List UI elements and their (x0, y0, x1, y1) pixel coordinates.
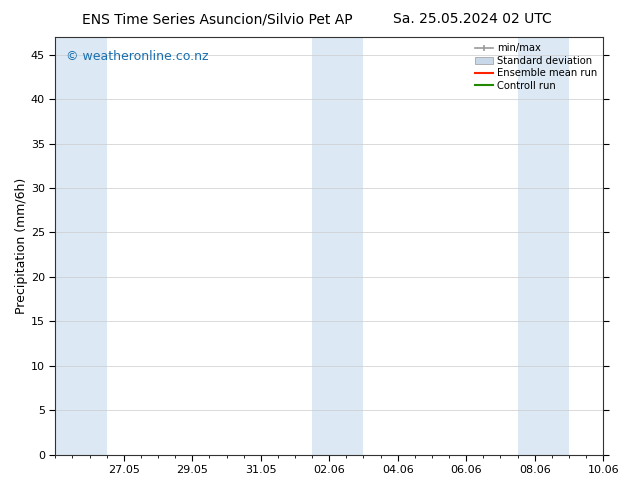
Bar (55, 37, 107, 455)
Legend: min/max, Standard deviation, Ensemble mean run, Controll run: min/max, Standard deviation, Ensemble me… (471, 39, 601, 95)
Text: ENS Time Series Asuncion/Silvio Pet AP: ENS Time Series Asuncion/Silvio Pet AP (82, 12, 353, 26)
Text: Sa. 25.05.2024 02 UTC: Sa. 25.05.2024 02 UTC (393, 12, 552, 26)
Y-axis label: Precipitation (mm/6h): Precipitation (mm/6h) (15, 178, 28, 314)
Bar (517, 37, 569, 455)
Bar (312, 37, 363, 455)
Text: © weatheronline.co.nz: © weatheronline.co.nz (67, 49, 209, 63)
